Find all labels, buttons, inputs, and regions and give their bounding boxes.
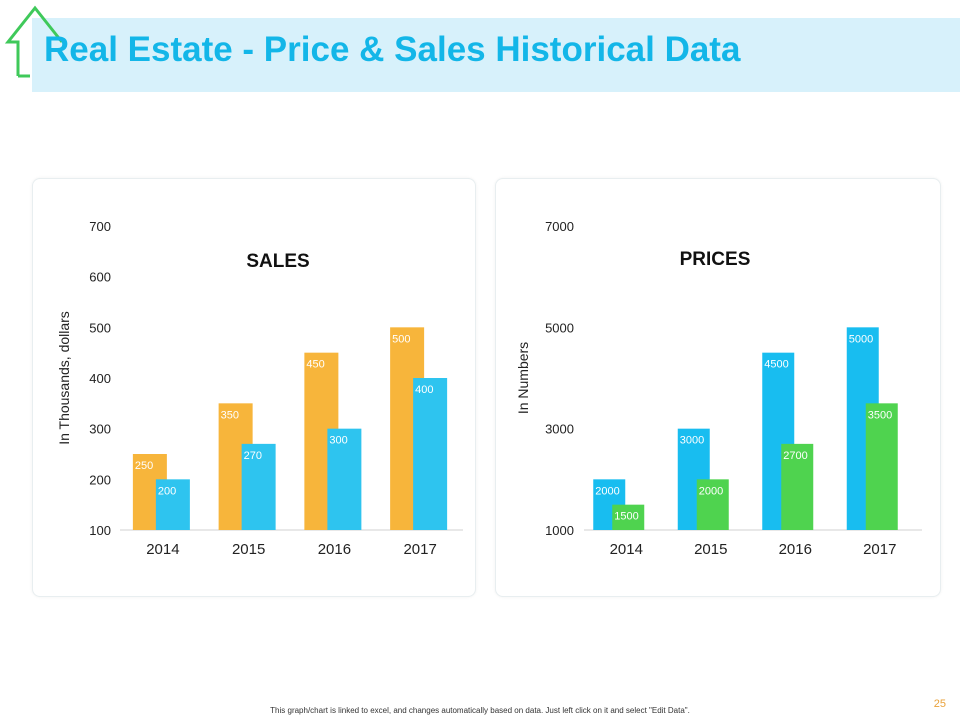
sales-y-tick-label: 500 bbox=[89, 320, 111, 335]
prices-y-tick-label: 1000 bbox=[545, 523, 574, 538]
prices-y-axis-label: In Numbers bbox=[515, 342, 531, 414]
prices-data-label: 5000 bbox=[849, 333, 873, 345]
prices-data-label: 2700 bbox=[783, 450, 807, 462]
prices-x-tick-label: 2017 bbox=[863, 541, 896, 558]
page-title: Real Estate - Price & Sales Historical D… bbox=[44, 30, 741, 69]
prices-y-tick-label: 3000 bbox=[545, 422, 574, 437]
sales-y-tick-label: 200 bbox=[89, 472, 111, 487]
sales-data-label: 350 bbox=[221, 409, 239, 421]
prices-data-label: 2000 bbox=[699, 485, 723, 497]
sales-y-axis-label: In Thousands, dollars bbox=[56, 311, 72, 445]
prices-bar-2016-series-2[interactable] bbox=[781, 443, 814, 530]
sales-y-tick-label: 600 bbox=[89, 270, 111, 285]
sales-bar-2016-series-2[interactable] bbox=[327, 428, 362, 530]
prices-data-label: 4500 bbox=[764, 359, 788, 371]
sales-bar-2014-series-2[interactable] bbox=[155, 479, 190, 530]
house-outline-icon bbox=[4, 5, 64, 78]
sales-chart-panel: SALES 100 200 300 400 500 600 700 In Thousands, … bbox=[32, 178, 476, 597]
sales-x-tick-label: 2015 bbox=[232, 541, 265, 558]
page-number: 25 bbox=[933, 698, 946, 710]
prices-x-tick-label: 2016 bbox=[779, 541, 812, 558]
sales-data-label: 450 bbox=[306, 359, 324, 371]
sales-data-label: 300 bbox=[329, 435, 347, 447]
prices-x-tick-label: 2014 bbox=[610, 541, 643, 558]
sales-bar-2015-series-2[interactable] bbox=[241, 443, 276, 530]
prices-data-label: 3500 bbox=[868, 409, 892, 421]
prices-y-tick-label: 5000 bbox=[545, 320, 574, 335]
sales-chart: SALES 100 200 300 400 500 600 700 In Thousands, … bbox=[56, 219, 463, 558]
sales-data-label: 500 bbox=[392, 333, 410, 345]
prices-bar-2014-series-2[interactable] bbox=[612, 504, 645, 530]
title-band bbox=[32, 18, 960, 92]
prices-chart-title: PRICES bbox=[680, 249, 751, 270]
sales-y-tick-label: 700 bbox=[89, 219, 111, 234]
sales-data-label: 400 bbox=[415, 384, 433, 396]
prices-bar-2015-series-2[interactable] bbox=[696, 479, 729, 530]
sales-data-label: 250 bbox=[135, 460, 153, 472]
sales-x-tick-label: 2016 bbox=[318, 541, 351, 558]
sales-y-tick-label: 300 bbox=[89, 422, 111, 437]
sales-bar-2017-series-2[interactable] bbox=[413, 378, 448, 530]
prices-y-tick-label: 7000 bbox=[545, 219, 574, 234]
sales-y-tick-label: 400 bbox=[89, 371, 111, 386]
prices-chart-panel: PRICES 1000 3000 5000 7000 In Numbers 2000 1500… bbox=[495, 178, 941, 597]
prices-bar-2017-series-2[interactable] bbox=[865, 403, 898, 530]
prices-chart: PRICES 1000 3000 5000 7000 In Numbers 2000 1500… bbox=[515, 219, 922, 558]
sales-x-tick-label: 2014 bbox=[146, 541, 179, 558]
footer-note: This graph/chart is linked to excel, and… bbox=[270, 706, 690, 715]
sales-chart-title: SALES bbox=[246, 251, 309, 272]
sales-data-label: 200 bbox=[158, 485, 176, 497]
prices-data-label: 2000 bbox=[595, 485, 619, 497]
sales-x-tick-label: 2017 bbox=[403, 541, 436, 558]
prices-x-tick-label: 2015 bbox=[694, 541, 727, 558]
sales-data-label: 270 bbox=[244, 450, 262, 462]
prices-data-label: 3000 bbox=[680, 435, 704, 447]
sales-y-tick-label: 100 bbox=[89, 523, 111, 538]
prices-data-label: 1500 bbox=[614, 511, 638, 523]
